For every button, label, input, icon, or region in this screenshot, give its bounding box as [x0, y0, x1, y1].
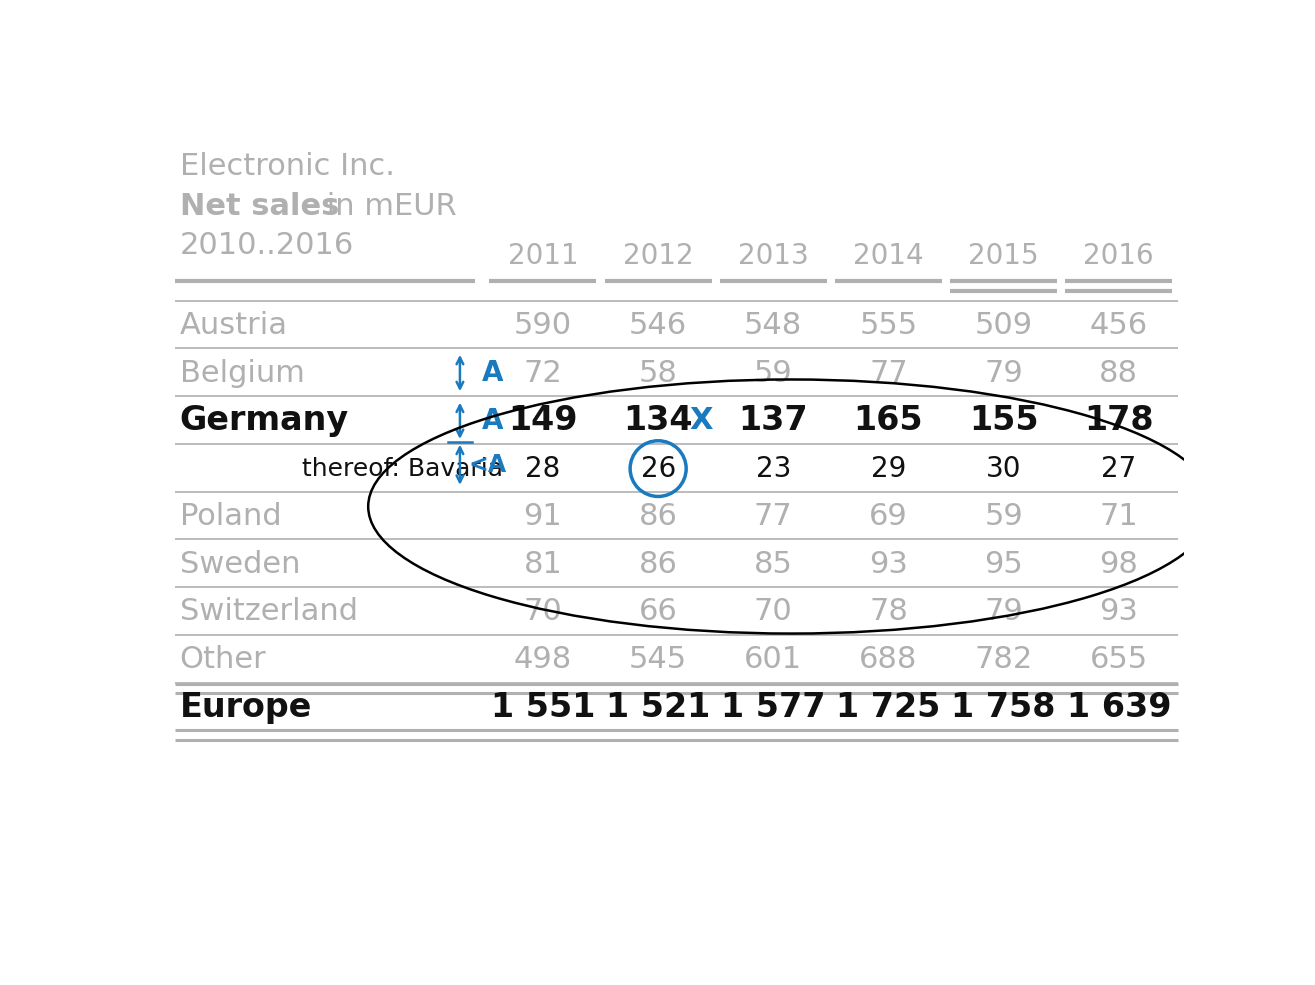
Text: 59: 59 [984, 502, 1023, 531]
Text: 70: 70 [523, 598, 563, 626]
Text: 782: 782 [974, 645, 1032, 675]
Text: 1 725: 1 725 [836, 691, 940, 724]
Text: 2016: 2016 [1084, 242, 1155, 270]
Text: 91: 91 [523, 502, 563, 531]
Text: A: A [483, 407, 504, 434]
Text: 93: 93 [1099, 598, 1139, 626]
Text: 98: 98 [1099, 550, 1139, 578]
Text: 134: 134 [623, 404, 693, 437]
Text: 72: 72 [523, 359, 563, 387]
Text: 69: 69 [869, 502, 907, 531]
Text: 655: 655 [1090, 645, 1148, 675]
Text: <A: <A [468, 453, 506, 477]
Text: 79: 79 [984, 598, 1023, 626]
Text: Switzerland: Switzerland [180, 598, 358, 626]
Text: 26: 26 [640, 455, 676, 483]
Text: 77: 77 [753, 502, 793, 531]
Text: 1 639: 1 639 [1066, 691, 1172, 724]
Text: Electronic Inc.: Electronic Inc. [180, 153, 394, 181]
Text: 86: 86 [639, 550, 677, 578]
Text: 29: 29 [871, 455, 906, 483]
Text: 2011: 2011 [508, 242, 579, 270]
Text: 2014: 2014 [853, 242, 923, 270]
Text: 2012: 2012 [623, 242, 693, 270]
Text: 1 758: 1 758 [951, 691, 1056, 724]
Text: 81: 81 [523, 550, 563, 578]
Text: 178: 178 [1084, 404, 1153, 437]
Text: Europe: Europe [180, 691, 312, 724]
Text: 95: 95 [984, 550, 1023, 578]
Text: Germany: Germany [180, 404, 348, 437]
Text: A: A [483, 360, 504, 387]
Text: 58: 58 [639, 359, 677, 387]
Text: Sweden: Sweden [180, 550, 300, 578]
Text: 23: 23 [756, 455, 792, 483]
Text: 155: 155 [969, 404, 1039, 437]
Text: 2013: 2013 [738, 242, 809, 270]
Text: 86: 86 [639, 502, 677, 531]
Text: 70: 70 [753, 598, 793, 626]
Text: Belgium: Belgium [180, 359, 305, 387]
Text: 71: 71 [1099, 502, 1139, 531]
Text: Net sales: Net sales [180, 192, 339, 221]
Text: 88: 88 [1099, 359, 1139, 387]
Text: Other: Other [180, 645, 267, 675]
Text: 456: 456 [1090, 310, 1148, 340]
Text: 509: 509 [974, 310, 1032, 340]
Text: 601: 601 [744, 645, 802, 675]
Text: 59: 59 [753, 359, 793, 387]
Text: 79: 79 [984, 359, 1023, 387]
Text: 590: 590 [514, 310, 572, 340]
Text: 555: 555 [860, 310, 918, 340]
Text: X: X [689, 407, 713, 435]
Text: 77: 77 [869, 359, 907, 387]
Text: 2015: 2015 [968, 242, 1039, 270]
Text: 165: 165 [853, 404, 923, 437]
Text: 28: 28 [526, 455, 560, 483]
Text: 688: 688 [859, 645, 918, 675]
Text: 85: 85 [753, 550, 793, 578]
Text: Austria: Austria [180, 310, 288, 340]
Text: 137: 137 [739, 404, 809, 437]
Text: 30: 30 [986, 455, 1022, 483]
Text: 1 577: 1 577 [721, 691, 826, 724]
Text: 546: 546 [629, 310, 688, 340]
Text: 66: 66 [639, 598, 677, 626]
Text: 78: 78 [869, 598, 907, 626]
Text: Poland: Poland [180, 502, 281, 531]
Text: 27: 27 [1101, 455, 1136, 483]
Text: 1 551: 1 551 [490, 691, 596, 724]
Text: in mEUR: in mEUR [317, 192, 458, 221]
Text: 93: 93 [869, 550, 907, 578]
Text: 545: 545 [629, 645, 688, 675]
Text: thereof: Bavaria: thereof: Bavaria [302, 457, 502, 481]
Text: 548: 548 [744, 310, 802, 340]
Text: 2010..2016: 2010..2016 [180, 231, 354, 260]
Text: 498: 498 [514, 645, 572, 675]
Text: 149: 149 [508, 404, 577, 437]
Text: 1 521: 1 521 [606, 691, 710, 724]
